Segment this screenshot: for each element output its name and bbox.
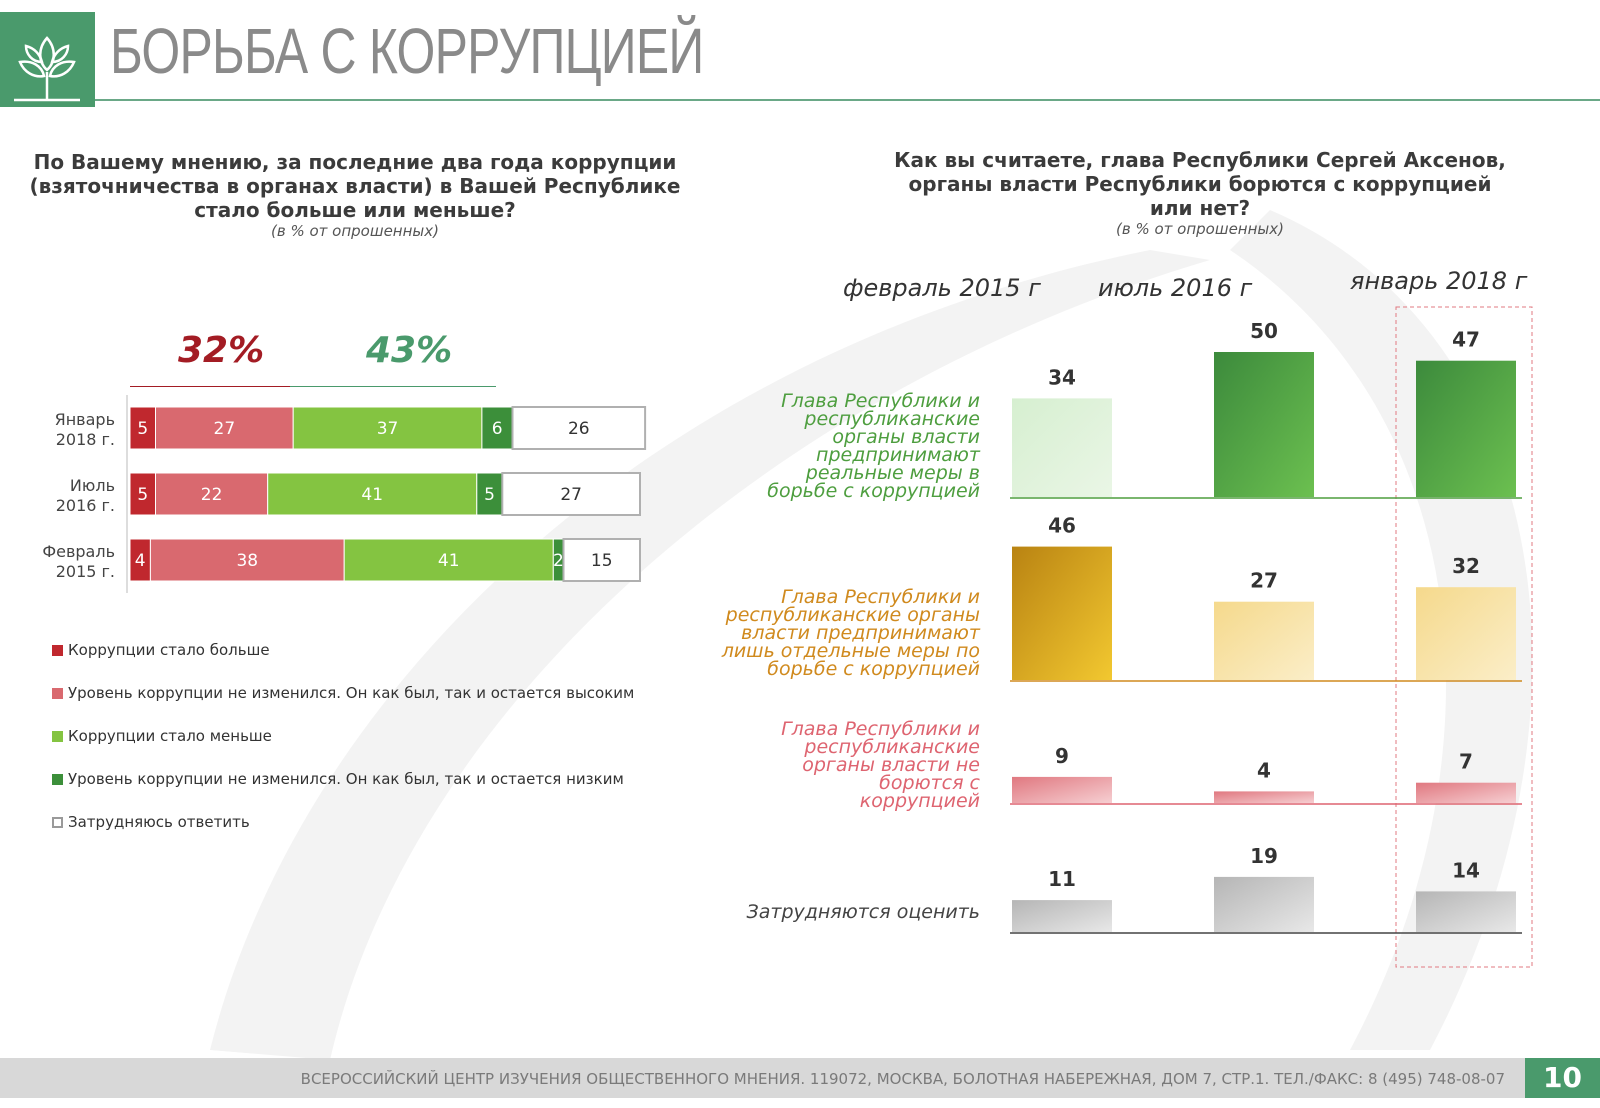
footer-bar [0,1058,1525,1098]
category-tick-label: Июль 2016 г. [56,476,115,515]
summary-green-percent: 43% [366,330,453,371]
bar [1416,891,1516,932]
bar-segment [511,406,647,450]
legend-swatch [52,773,63,785]
bar-value-label: 15 [591,551,613,571]
page-number: 10 [1525,1058,1600,1098]
bar-value-label: 11 [1048,867,1076,891]
bar-value-label: 7 [1459,750,1473,774]
bar-value-label: 5 [137,419,148,439]
highlight-period-box [1395,306,1533,968]
left-question-subtitle: (в % от опрошенных) [271,222,439,240]
bar-value-label: 27 [560,485,582,505]
bar-value-label: 4 [135,551,146,571]
category-label-hard-to-say: Затрудняются оценить [746,901,980,923]
bar-value-label: 32 [1452,554,1480,578]
bar-segment [155,472,269,516]
bar-value-label: 2 [553,551,564,571]
bar [1214,601,1314,680]
bar-value-label: 5 [137,485,148,505]
legend-swatch [52,687,63,699]
bar [1214,352,1314,497]
bar-value-label: 27 [1250,569,1278,593]
bar-value-label: 4 [1257,758,1271,782]
bar-value-label: 27 [214,419,236,439]
category-label-real-measures: Глава Республики и республиканские орган… [767,390,980,502]
bar-segment [501,472,641,516]
category-tick-line: Июль [70,476,115,495]
footer-text: ВСЕРОССИЙСКИЙ ЦЕНТР ИЗУЧЕНИЯ ОБЩЕСТВЕННО… [300,1070,1505,1088]
bar-value-label: 26 [568,419,590,439]
bar-value-label: 41 [438,551,460,571]
bar-value-label: 22 [201,485,223,505]
legend-item: Коррупции стало больше [52,641,270,659]
bar-segment [267,472,478,516]
right-question-title: Как вы считаете, глава Республики Сергей… [894,148,1506,220]
tree-icon [14,36,80,102]
right-question-subtitle: (в % от опрошенных) [1116,220,1284,238]
bar-value-label: 5 [484,485,495,505]
bar [1012,398,1112,497]
bar-value-label: 37 [377,419,399,439]
bar [1416,587,1516,680]
legend-swatch [52,816,63,828]
period-label: июль 2016 г [1098,274,1253,302]
bar [1214,791,1314,803]
legend-item: Коррупции стало меньше [52,727,272,745]
legend-swatch [52,644,63,656]
bar-value-label: 46 [1048,514,1076,538]
bar-value-label: 41 [361,485,383,505]
category-label-partial-measures: Глава Республики и республиканские орган… [721,586,980,680]
bar-value-label: 14 [1452,858,1480,882]
bar-segment [476,472,503,516]
bar-value-label: 6 [492,419,503,439]
category-tick-line: 2018 г. [56,430,115,449]
summary-red-percent: 32% [178,330,265,371]
category-tick-line: 2016 г. [56,496,115,515]
header-divider [95,99,1600,101]
bar [1214,876,1314,932]
page-title: БОРЬБА С КОРРУПЦИЕЙ [110,15,704,87]
bar-segment [129,472,156,516]
bar-value-label: 34 [1048,365,1076,389]
legend-swatch [52,730,63,742]
period-label: февраль 2015 г [843,274,1041,302]
bar-segment [149,538,345,582]
bar [1416,360,1516,497]
category-tick-label: Январь 2018 г. [55,410,115,449]
summary-red-line [130,386,290,387]
bar-value-label: 19 [1250,844,1278,868]
logo [0,12,95,107]
bar-segment [481,406,513,450]
bar [1012,546,1112,680]
bar-value-label: 9 [1055,744,1069,768]
bar-segment [562,538,641,582]
bar-value-label: 38 [236,551,258,571]
bar-segment [292,406,483,450]
category-tick-label: Февраль 2015 г. [42,542,115,581]
category-tick-line: 2015 г. [56,562,115,581]
bar-segment [155,406,294,450]
category-label-no-fight: Глава Республики и республиканские орган… [781,718,980,812]
bar [1416,782,1516,803]
category-tick-line: Февраль [42,542,115,561]
legend-item: Затрудняюсь ответить [52,813,250,831]
period-label: январь 2018 г [1350,267,1528,295]
bar-value-label: 47 [1452,328,1480,352]
summary-green-line [290,386,496,387]
legend-item: Уровень коррупции не изменился. Он как б… [52,770,624,788]
bar [1012,776,1112,803]
category-tick-line: Январь [55,410,115,429]
bar-value-label: 50 [1250,319,1278,343]
left-question-title: По Вашему мнению, за последние два года … [29,150,681,222]
legend-item: Уровень коррупции не изменился. Он как б… [52,684,634,702]
bar [1012,900,1112,932]
